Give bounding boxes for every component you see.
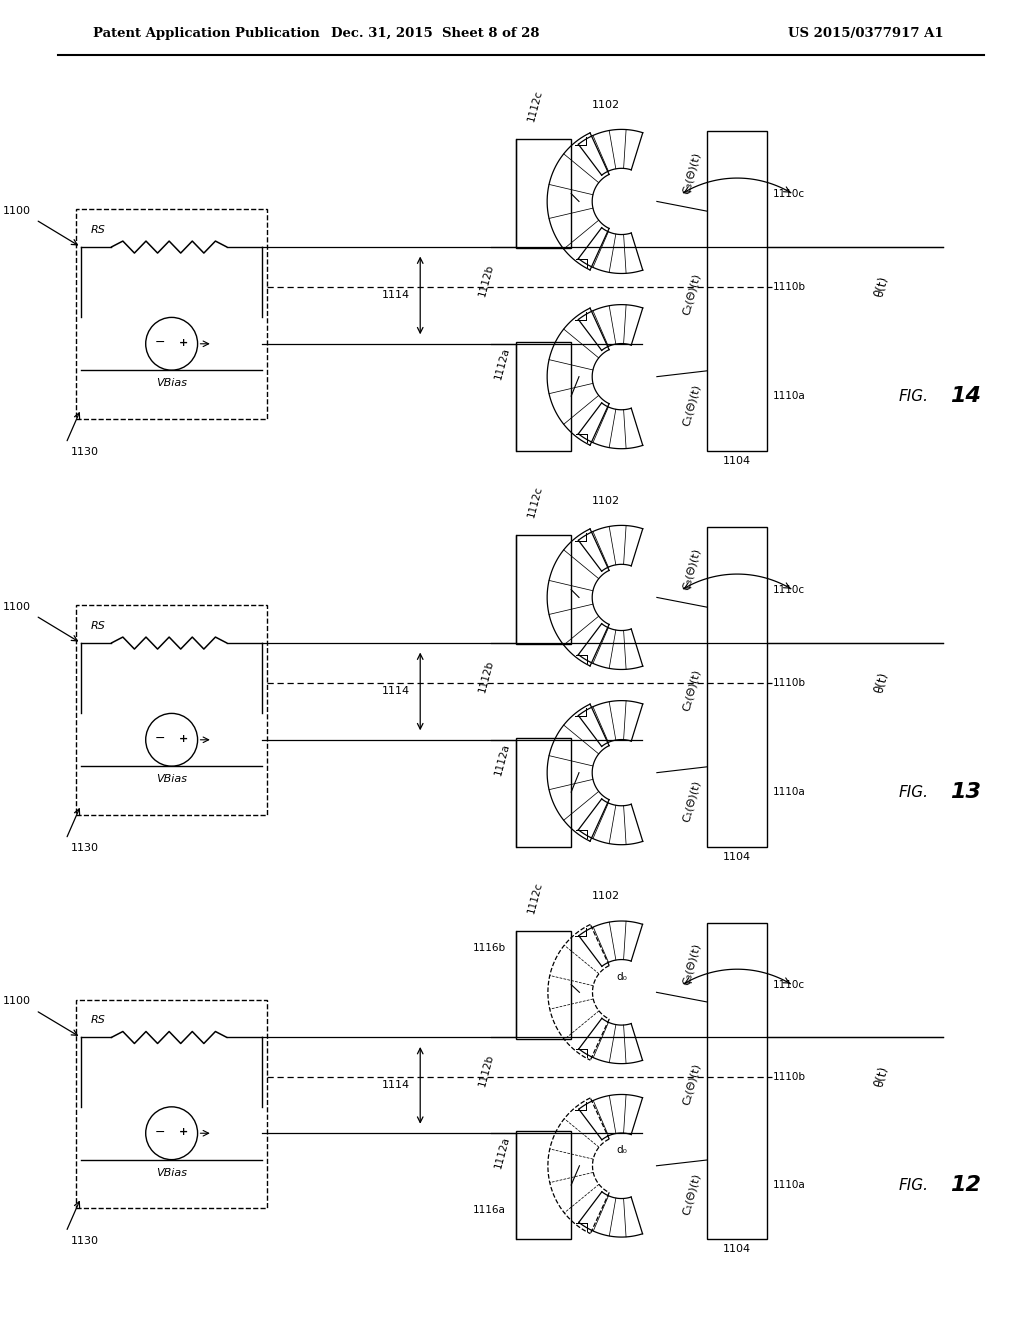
Text: 1130: 1130 [71, 1236, 99, 1246]
Text: +: + [179, 338, 188, 347]
Text: Dec. 31, 2015  Sheet 8 of 28: Dec. 31, 2015 Sheet 8 of 28 [331, 26, 540, 40]
Bar [707, 131, 767, 450]
Text: C₃(Θ)(t): C₃(Θ)(t) [681, 941, 702, 986]
Text: 1130: 1130 [71, 447, 99, 457]
Text: VBias: VBias [156, 1168, 187, 1177]
Text: d₀: d₀ [616, 1146, 627, 1155]
Text: FIG.: FIG. [898, 1177, 928, 1192]
Text: 1110c: 1110c [772, 585, 805, 594]
Text: C₃(Θ)(t): C₃(Θ)(t) [681, 546, 702, 591]
Text: 1116b: 1116b [473, 942, 506, 953]
Text: 1110a: 1110a [772, 1180, 805, 1191]
Text: 1102: 1102 [592, 891, 621, 902]
Text: RS: RS [91, 1015, 106, 1026]
Text: 14: 14 [950, 387, 982, 407]
Text: −: − [155, 337, 165, 350]
Text: 12: 12 [950, 1175, 982, 1195]
Text: 1104: 1104 [723, 455, 752, 466]
Text: C₁(Θ)(t): C₁(Θ)(t) [681, 1172, 702, 1216]
Text: C₁(Θ)(t): C₁(Θ)(t) [681, 779, 702, 824]
Bar [516, 342, 571, 450]
Text: RS: RS [91, 226, 106, 235]
Text: 1112c: 1112c [526, 880, 544, 915]
Text: 1104: 1104 [723, 851, 752, 862]
Text: 1100: 1100 [3, 602, 31, 611]
Text: 1110b: 1110b [772, 678, 806, 688]
Bar [516, 931, 571, 1039]
Text: RS: RS [91, 622, 106, 631]
Text: C₂(Θ)(t): C₂(Θ)(t) [681, 1061, 702, 1106]
Bar [516, 535, 571, 644]
Text: 1104: 1104 [723, 1243, 752, 1254]
Text: VBias: VBias [156, 775, 187, 784]
Text: −: − [155, 1126, 165, 1139]
Text: +: + [179, 734, 188, 743]
Text: C₂(Θ)(t): C₂(Θ)(t) [681, 272, 702, 315]
Text: 1112c: 1112c [526, 88, 544, 123]
Text: 1112b: 1112b [477, 263, 496, 298]
Text: 13: 13 [950, 783, 982, 803]
Text: 1110a: 1110a [772, 391, 805, 401]
Text: C₁(Θ)(t): C₁(Θ)(t) [681, 383, 702, 428]
Text: 1112b: 1112b [477, 1053, 496, 1088]
Text: VBias: VBias [156, 379, 187, 388]
Text: 1116a: 1116a [473, 1205, 506, 1216]
Text: 1110c: 1110c [772, 189, 805, 198]
Text: 1112a: 1112a [493, 742, 511, 776]
Text: 1112a: 1112a [493, 346, 511, 380]
Bar [707, 527, 767, 846]
Text: Patent Application Publication: Patent Application Publication [93, 26, 319, 40]
Bar [516, 738, 571, 846]
Bar [516, 139, 571, 248]
Text: 1100: 1100 [3, 206, 31, 215]
Text: 1100: 1100 [3, 997, 31, 1006]
Text: 1110a: 1110a [772, 787, 805, 797]
Text: 1110c: 1110c [772, 979, 805, 990]
Text: US 2015/0377917 A1: US 2015/0377917 A1 [787, 26, 943, 40]
Text: 1110b: 1110b [772, 282, 806, 292]
Text: 1112a: 1112a [493, 1135, 511, 1170]
Bar [516, 1131, 571, 1239]
Text: θ(t): θ(t) [873, 671, 891, 696]
Text: FIG.: FIG. [898, 388, 928, 404]
Text: d₀: d₀ [616, 972, 627, 982]
Text: 1112c: 1112c [526, 484, 544, 519]
Text: 1114: 1114 [382, 686, 411, 697]
Text: 1102: 1102 [592, 495, 621, 506]
Text: C₂(Θ)(t): C₂(Θ)(t) [681, 668, 702, 711]
Text: +: + [179, 1127, 188, 1138]
Text: θ(t): θ(t) [873, 275, 891, 300]
Text: −: − [155, 733, 165, 746]
Bar [707, 923, 767, 1239]
Text: 1130: 1130 [71, 843, 99, 853]
Text: 1112b: 1112b [477, 659, 496, 694]
Text: 1102: 1102 [592, 99, 621, 110]
Text: 1114: 1114 [382, 1080, 411, 1090]
Text: C₃(Θ)(t): C₃(Θ)(t) [681, 150, 702, 195]
Text: FIG.: FIG. [898, 784, 928, 800]
Text: 1114: 1114 [382, 290, 411, 301]
Text: 1110b: 1110b [772, 1072, 806, 1082]
Text: θ(t): θ(t) [873, 1065, 891, 1089]
